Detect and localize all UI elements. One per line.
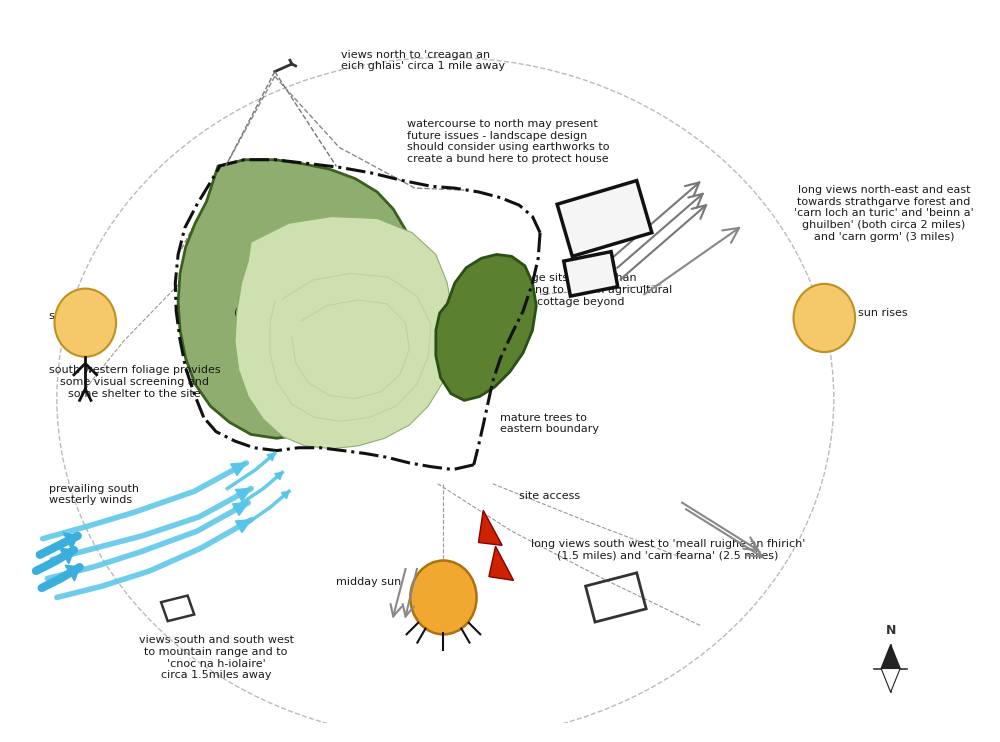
Text: long views south west to 'meall ruighe an fhirich'
(1.5 miles) and 'carn fearna': long views south west to 'meall ruighe a… <box>531 539 805 560</box>
Text: site access: site access <box>519 491 580 502</box>
Ellipse shape <box>410 560 477 634</box>
Text: midday sun: midday sun <box>336 577 402 587</box>
Polygon shape <box>436 255 536 401</box>
Polygon shape <box>557 180 652 256</box>
Text: mature trees to
eastern boundary: mature trees to eastern boundary <box>500 413 599 434</box>
Text: long views north-east and east
towards strathgarve forest and
'carn loch an turi: long views north-east and east towards s… <box>794 186 974 242</box>
Ellipse shape <box>54 289 116 357</box>
Polygon shape <box>63 533 78 549</box>
Polygon shape <box>478 510 502 545</box>
Text: site rises from narrow
entry point through scrub
to a flat 'plateau'
nestling be: site rises from narrow entry point throu… <box>263 353 397 421</box>
Polygon shape <box>267 453 275 461</box>
Text: south western foliage provides
some visual screening and
some shelter to the sit: south western foliage provides some visu… <box>49 365 220 398</box>
Text: views north to 'creagan an
eich ghlais' circa 1 mile away: views north to 'creagan an eich ghlais' … <box>341 50 505 71</box>
Polygon shape <box>281 491 289 499</box>
Text: sun sets: sun sets <box>49 312 96 321</box>
Polygon shape <box>59 548 74 564</box>
Polygon shape <box>881 645 900 669</box>
Polygon shape <box>489 546 514 580</box>
Polygon shape <box>235 488 251 501</box>
Text: eastern foliage sits higher than
platuea helping to screen agricultural
shed and: eastern foliage sits higher than platuea… <box>462 273 673 306</box>
Polygon shape <box>275 473 282 480</box>
Polygon shape <box>235 519 251 533</box>
Polygon shape <box>881 669 900 692</box>
Ellipse shape <box>794 284 855 352</box>
Polygon shape <box>233 502 248 516</box>
Polygon shape <box>231 463 246 476</box>
Polygon shape <box>564 252 618 296</box>
Text: mound + scrub
(potentially rock
underneath?): mound + scrub (potentially rock undernea… <box>234 297 325 329</box>
Polygon shape <box>178 160 415 439</box>
Text: sun rises: sun rises <box>858 309 908 318</box>
Polygon shape <box>65 565 80 581</box>
Text: watercourse to north may present
future issues - landscape design
should conside: watercourse to north may present future … <box>407 119 610 164</box>
Text: views south and south west
to mountain range and to
'cnoc na h-iolaire'
circa 1.: views south and south west to mountain r… <box>139 635 294 680</box>
Polygon shape <box>235 217 453 449</box>
Text: N: N <box>885 624 896 637</box>
Text: prevailing south
westerly winds: prevailing south westerly winds <box>49 484 139 505</box>
